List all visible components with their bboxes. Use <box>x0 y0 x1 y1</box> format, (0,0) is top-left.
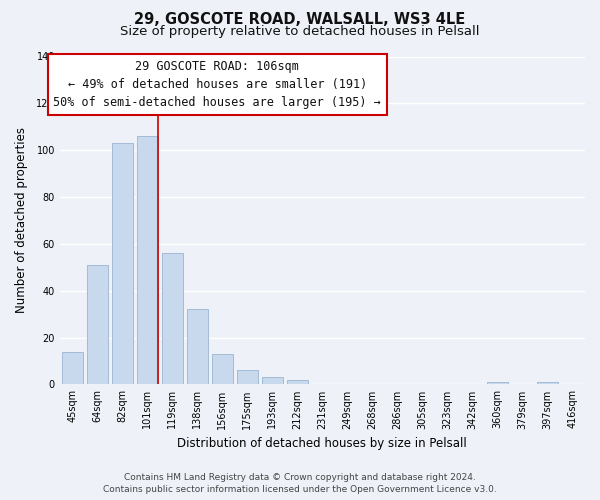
Text: Size of property relative to detached houses in Pelsall: Size of property relative to detached ho… <box>120 25 480 38</box>
Bar <box>62 352 83 384</box>
Bar <box>487 382 508 384</box>
Text: 29 GOSCOTE ROAD: 106sqm
← 49% of detached houses are smaller (191)
50% of semi-d: 29 GOSCOTE ROAD: 106sqm ← 49% of detache… <box>53 60 381 109</box>
Bar <box>86 265 108 384</box>
X-axis label: Distribution of detached houses by size in Pelsall: Distribution of detached houses by size … <box>178 437 467 450</box>
Bar <box>112 143 133 384</box>
Bar <box>161 254 183 384</box>
Bar <box>537 382 558 384</box>
Bar <box>262 378 283 384</box>
Bar <box>236 370 258 384</box>
Bar <box>187 310 208 384</box>
Bar <box>137 136 158 384</box>
Bar <box>212 354 233 384</box>
Text: Contains HM Land Registry data © Crown copyright and database right 2024.
Contai: Contains HM Land Registry data © Crown c… <box>103 472 497 494</box>
Bar <box>287 380 308 384</box>
Y-axis label: Number of detached properties: Number of detached properties <box>15 128 28 314</box>
Text: 29, GOSCOTE ROAD, WALSALL, WS3 4LE: 29, GOSCOTE ROAD, WALSALL, WS3 4LE <box>134 12 466 28</box>
